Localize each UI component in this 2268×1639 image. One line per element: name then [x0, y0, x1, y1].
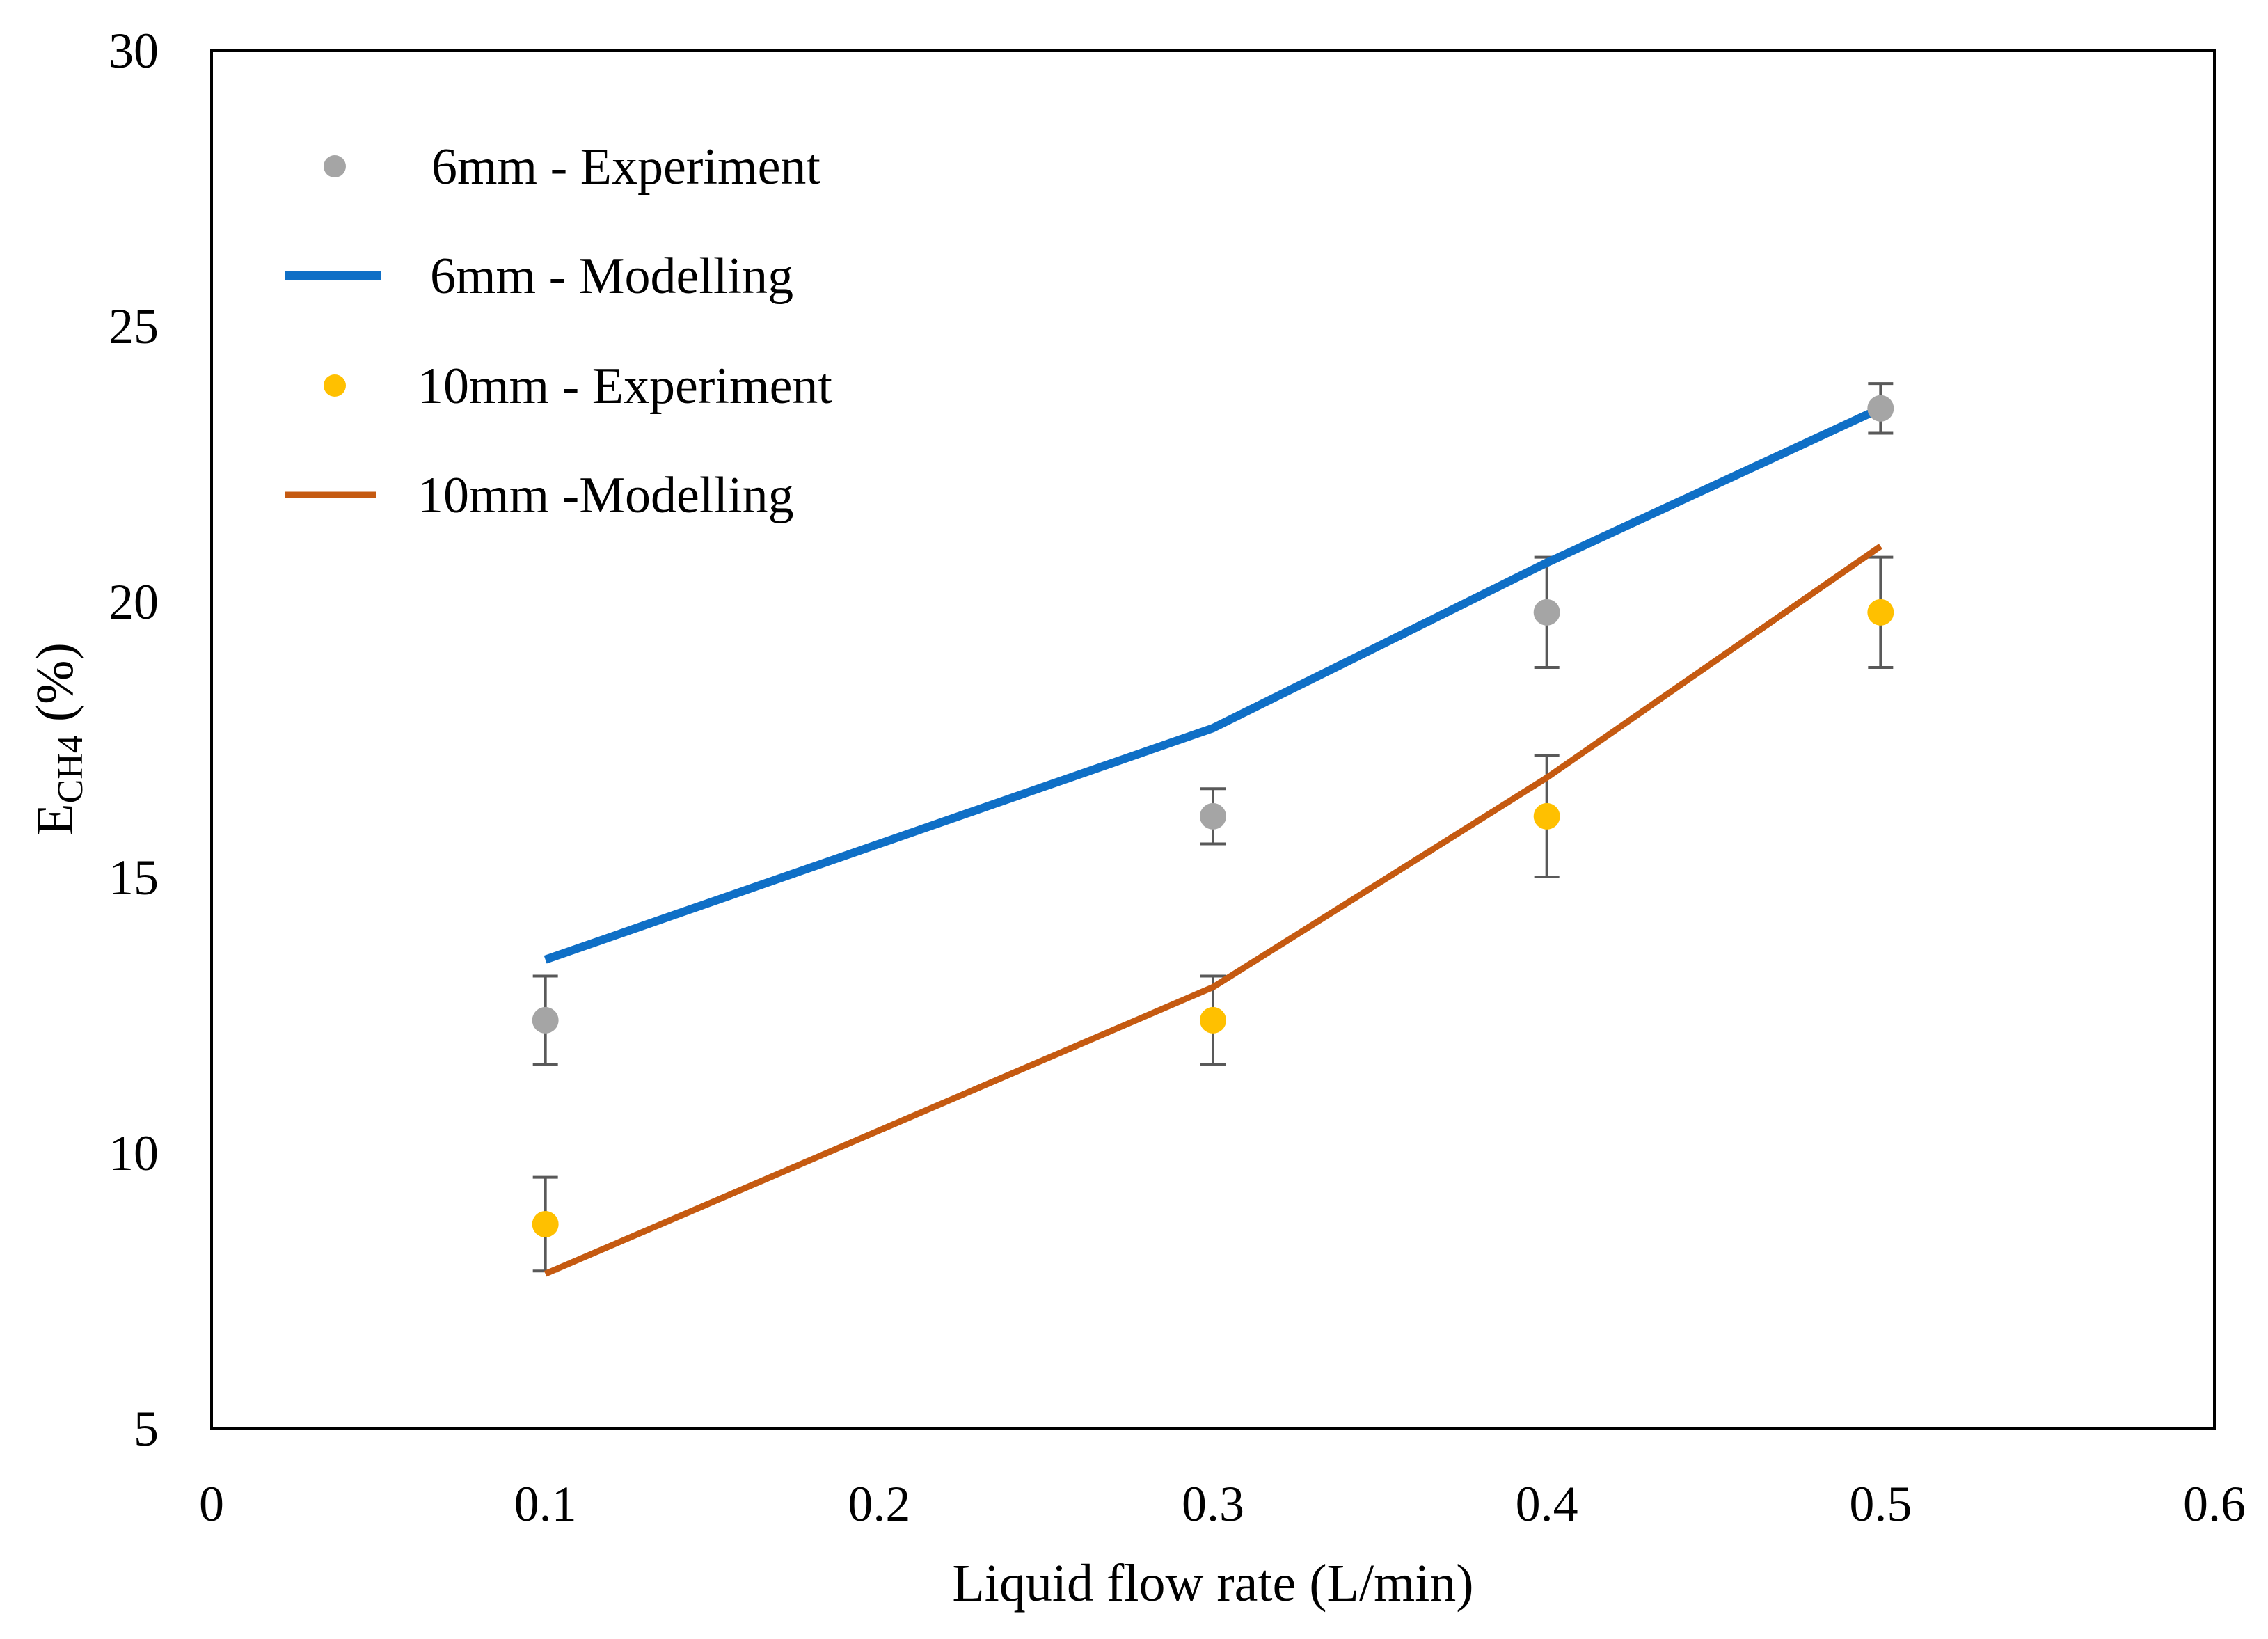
data-point-6mm-experiment — [1200, 802, 1226, 830]
y-tick-label: 15 — [109, 850, 159, 905]
data-point-6mm-experiment — [532, 1006, 559, 1034]
legend: 6mm - Experiment 6mm - Modelling 10mm - … — [285, 138, 832, 524]
x-axis-title: Liquid flow rate (L/min) — [952, 1554, 1473, 1613]
legend-label-6mm-modelling: 6mm - Modelling — [430, 248, 793, 305]
x-tick-label: 0 — [199, 1476, 224, 1532]
series-line-6mm-modelling — [544, 404, 1882, 964]
y-axis-title-subscript: CH4 — [51, 735, 90, 803]
data-point-6mm-experiment — [1533, 599, 1560, 626]
legend-label-6mm-experiment: 6mm - Experiment — [431, 138, 820, 196]
series-points — [532, 395, 1894, 1237]
series-lines — [544, 404, 1882, 1277]
y-tick-label: 10 — [109, 1125, 159, 1181]
legend-label-10mm-experiment: 10mm - Experiment — [418, 358, 832, 415]
y-tick-label: 20 — [109, 574, 159, 630]
x-tick-label: 0.3 — [1182, 1476, 1244, 1532]
x-tick-label: 0.5 — [1849, 1476, 1912, 1532]
x-axis-ticks: 0 0.1 0.2 0.3 0.4 0.5 0.6 — [199, 1476, 2246, 1532]
data-point-10mm-experiment — [1533, 802, 1560, 830]
legend-marker-10mm-experiment — [324, 374, 346, 397]
y-tick-label: 5 — [134, 1401, 159, 1457]
legend-label-10mm-modelling: 10mm -Modelling — [418, 467, 794, 524]
data-point-10mm-experiment — [532, 1210, 559, 1237]
series-line-10mm-modelling — [544, 544, 1882, 1277]
x-tick-label: 0.2 — [848, 1476, 910, 1532]
data-point-10mm-experiment — [1200, 1006, 1226, 1034]
data-point-6mm-experiment — [1867, 395, 1894, 422]
legend-marker-6mm-experiment — [324, 155, 346, 177]
y-axis-title: ECH4 (%) — [26, 642, 90, 836]
y-axis-title-main: E — [26, 803, 84, 835]
x-tick-label: 0.1 — [514, 1476, 577, 1532]
x-tick-label: 0.4 — [1516, 1476, 1578, 1532]
y-axis-ticks: 5 10 15 20 25 30 — [109, 23, 159, 1457]
y-tick-label: 30 — [109, 23, 159, 79]
data-point-10mm-experiment — [1867, 599, 1894, 626]
y-axis-title-unit: (%) — [26, 642, 84, 735]
y-tick-label: 25 — [109, 299, 159, 354]
plot-area-frame — [210, 49, 2216, 1430]
x-tick-label: 0.6 — [2183, 1476, 2246, 1532]
